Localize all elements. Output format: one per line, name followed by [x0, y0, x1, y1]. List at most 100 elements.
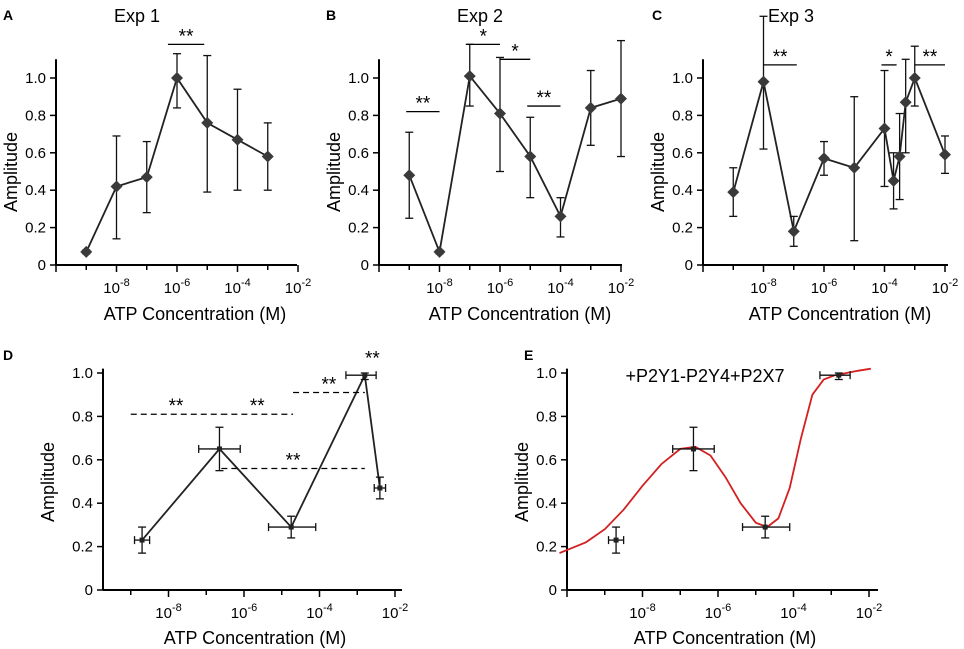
- x-tick-label: 10-8: [629, 602, 655, 622]
- x-tick-label: 10-8: [103, 277, 129, 297]
- y-tick-label: 0.4: [72, 495, 93, 512]
- data-point: [463, 43, 476, 107]
- y-tick-label: 0.8: [536, 408, 557, 425]
- significance-label: **: [322, 375, 337, 396]
- chart-title: Exp 1: [114, 6, 160, 26]
- significance-label: **: [250, 396, 265, 417]
- data-point: [757, 15, 770, 150]
- diamond-marker: [584, 101, 597, 114]
- data-point: [899, 58, 912, 154]
- diamond-marker: [80, 245, 93, 258]
- data-point: [403, 131, 416, 219]
- x-tick-label: 10-4: [780, 602, 806, 622]
- y-tick-label: 0.8: [672, 107, 693, 124]
- y-tick-label: 0: [685, 257, 693, 274]
- y-tick-label: 1.0: [348, 70, 369, 87]
- square-marker: [377, 485, 383, 491]
- x-tick-label: 10-6: [231, 602, 257, 622]
- x-tick-label: 10-4: [547, 277, 573, 297]
- diamond-marker: [727, 186, 740, 199]
- y-axis-label: Amplitude: [38, 442, 58, 522]
- data-point: [261, 122, 274, 191]
- panel-d: D 0 0.2 0.4 0.6 0.8 1.0 10-8 10-6 10-4 10-2 ATP Con…: [3, 347, 408, 648]
- y-tick-label: 0: [549, 582, 557, 599]
- y-tick-label: 0.2: [536, 539, 557, 556]
- significance-marker: *: [500, 41, 531, 62]
- x-tick-label: 10-2: [932, 277, 958, 297]
- significance-marker: **: [914, 47, 945, 68]
- x-axis-label: ATP Concentration (M): [749, 304, 931, 324]
- diamond-marker: [554, 210, 567, 223]
- significance-marker: **: [763, 47, 797, 68]
- y-tick-label: 0: [38, 257, 46, 274]
- square-marker: [139, 537, 145, 543]
- panel-letter: C: [652, 7, 662, 23]
- y-axis-label: Amplitude: [512, 442, 532, 522]
- diamond-marker: [848, 161, 861, 174]
- y-tick-label: 1.0: [25, 70, 46, 87]
- y-axis-label: Amplitude: [1, 132, 21, 212]
- y-tick-label: 0.2: [72, 539, 93, 556]
- x-tick-label: 10-2: [608, 277, 634, 297]
- significance-label: **: [536, 88, 551, 109]
- y-tick-label: 0.6: [672, 145, 693, 162]
- data-point: [267, 515, 317, 539]
- data-point: [607, 526, 625, 554]
- significance-marker: **: [221, 396, 294, 417]
- y-tick-label: 0.8: [348, 107, 369, 124]
- panel-c: C Exp 3 0 0.2 0.4 0.6 0.8 1.0 10-8 10-6 10-4 10-2AT…: [648, 6, 958, 324]
- data-point: [171, 53, 183, 109]
- y-tick-label: 0.2: [25, 220, 46, 237]
- significance-marker: **: [365, 348, 380, 369]
- data-point: [584, 69, 597, 146]
- data-point: [198, 426, 241, 472]
- significance-label: **: [169, 396, 184, 417]
- x-tick-label: 10-8: [426, 277, 452, 297]
- diamond-marker: [818, 152, 830, 165]
- x-tick-label: 10-2: [382, 602, 408, 622]
- significance-marker: *: [466, 26, 500, 47]
- data-point: [110, 135, 123, 240]
- y-tick-label: 1.0: [72, 365, 93, 382]
- significance-label: **: [773, 47, 788, 68]
- diamond-marker: [887, 174, 900, 187]
- data-point: [133, 526, 151, 554]
- x-tick-label: 10-6: [164, 277, 190, 297]
- data-point: [939, 135, 951, 175]
- panel-letter: B: [326, 7, 336, 23]
- series-line: [732, 75, 946, 235]
- diamond-marker: [899, 96, 912, 109]
- data-point: [893, 112, 906, 201]
- chart-title: Exp 2: [457, 6, 503, 26]
- diamond-marker: [433, 245, 446, 258]
- data-point: [615, 39, 627, 158]
- diamond-marker: [403, 169, 416, 182]
- y-tick-label: 0.4: [672, 182, 693, 199]
- data-point: [345, 371, 377, 381]
- diamond-marker: [893, 150, 906, 163]
- diamond-marker: [171, 72, 183, 84]
- y-axis-label: Amplitude: [324, 132, 344, 212]
- significance-marker: *: [881, 47, 897, 68]
- y-tick-label: 0.2: [672, 220, 693, 237]
- data-point: [672, 426, 715, 472]
- chart-title: +P2Y1-P2Y4+P2X7: [625, 366, 784, 386]
- significance-marker: **: [406, 94, 440, 115]
- diamond-marker: [110, 180, 123, 193]
- y-tick-label: 0.6: [536, 452, 557, 469]
- chart-title: Exp 3: [768, 6, 814, 26]
- significance-marker: **: [167, 26, 205, 47]
- data-point: [787, 215, 800, 247]
- y-tick-label: 0: [85, 582, 93, 599]
- significance-label: *: [480, 26, 488, 47]
- x-tick-label: 10-6: [811, 277, 837, 297]
- panel-letter: E: [524, 347, 533, 363]
- y-tick-label: 0.8: [72, 408, 93, 425]
- data-point: [373, 476, 387, 500]
- data-point: [887, 152, 900, 210]
- diamond-marker: [463, 70, 476, 83]
- y-tick-label: 0.4: [25, 182, 46, 199]
- y-tick-label: 0.2: [348, 220, 369, 237]
- x-tick-label: 10-2: [285, 277, 311, 297]
- panel-b: B Exp 2 0 0.2 0.4 0.6 0.8 1.0 10-8 10-6 10-4 10-2 AT…: [324, 6, 634, 324]
